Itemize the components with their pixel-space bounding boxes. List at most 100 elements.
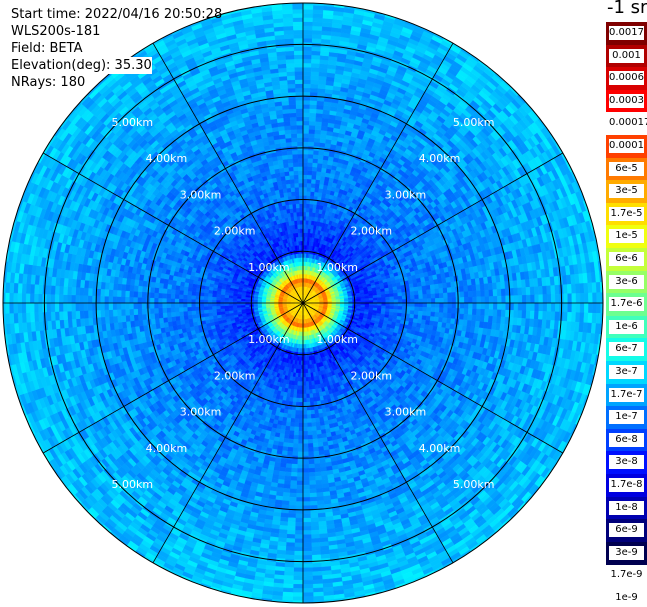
range-bin-cell	[312, 162, 318, 168]
range-bin-cell	[417, 314, 423, 320]
range-bin-cell	[517, 287, 523, 296]
range-bin-cell	[509, 302, 515, 311]
range-bin-cell	[446, 312, 452, 319]
range-bin-cell	[550, 302, 556, 313]
range-bin-cell	[513, 295, 519, 304]
range-bin-cell	[587, 282, 593, 294]
range-bin-cell	[393, 302, 399, 307]
range-bin-cell	[546, 311, 552, 321]
range-bin-cell	[484, 302, 490, 310]
range-bin-cell	[443, 297, 449, 304]
range-bin-cell	[302, 220, 307, 225]
range-bin-cell	[389, 305, 395, 310]
range-bin-cell	[434, 293, 440, 299]
range-bin-cell	[596, 302, 602, 314]
range-bin-cell	[438, 312, 444, 318]
range-bin-cell	[377, 302, 382, 306]
range-bin-cell	[308, 137, 315, 143]
range-bin-cell	[429, 316, 435, 322]
range-bin-cell	[310, 191, 315, 197]
range-bin-cell	[480, 302, 486, 310]
range-bin-cell	[422, 311, 428, 317]
range-bin-cell	[302, 91, 311, 97]
range-bin-cell	[480, 296, 486, 304]
range-bin-cell	[471, 284, 477, 292]
range-bin-cell	[311, 62, 320, 68]
range-bin-cell	[426, 311, 432, 317]
range-bin-cell	[575, 312, 581, 323]
range-bin-cell	[493, 302, 498, 310]
range-bin-cell	[302, 186, 308, 192]
range-bin-cell	[312, 158, 319, 164]
range-bin-cell	[302, 157, 309, 163]
range-bin-cell	[534, 294, 540, 304]
range-bin-cell	[434, 288, 440, 294]
range-bin-cell	[309, 100, 318, 106]
range-bin-cell	[309, 108, 317, 114]
range-bin-cell	[409, 310, 415, 315]
range-bin-cell	[381, 302, 386, 307]
range-bin-cell	[591, 282, 597, 294]
range-bin-cell	[459, 291, 465, 298]
range-bin-cell	[521, 310, 527, 319]
range-bin-cell	[492, 282, 498, 290]
range-bin-cell	[302, 124, 310, 130]
range-bin-cell	[562, 284, 568, 295]
range-bin-cell	[389, 302, 395, 307]
range-bin-cell	[314, 133, 321, 139]
range-bin-cell	[302, 191, 308, 196]
range-bin-cell	[315, 117, 323, 123]
range-bin-cell	[306, 203, 311, 209]
range-bin-cell	[450, 313, 456, 320]
range-bin-cell	[393, 299, 399, 304]
range-bin-cell	[501, 295, 506, 304]
range-bin-cell	[513, 302, 519, 311]
range-bin-cell	[584, 292, 589, 304]
range-bin-cell	[467, 290, 473, 298]
range-bin-cell	[302, 215, 307, 221]
range-bin-cell	[402, 302, 407, 307]
range-bin-cell	[525, 310, 531, 320]
range-bin-cell	[368, 297, 374, 301]
range-bin-cell	[450, 286, 456, 293]
range-bin-cell	[435, 298, 440, 304]
range-bin-cell	[302, 182, 308, 188]
range-bin-cell	[313, 141, 321, 147]
range-bin-cell	[418, 290, 423, 296]
range-bin-cell	[422, 294, 428, 300]
range-bin-cell	[451, 307, 457, 314]
range-bin-cell	[311, 50, 321, 56]
range-bin-cell	[309, 104, 318, 110]
range-bin-cell	[302, 178, 308, 184]
range-bin-cell	[521, 294, 527, 304]
range-bin-cell	[302, 46, 313, 51]
range-bin-cell	[463, 285, 469, 292]
range-bin-cell	[372, 297, 378, 301]
range-bin-cell	[314, 137, 321, 143]
range-bin-cell	[534, 302, 540, 312]
range-bin-cell	[311, 174, 317, 180]
range-bin-cell	[529, 286, 535, 296]
range-bin-cell	[530, 294, 535, 304]
range-bin-cell	[542, 285, 548, 295]
range-bin-cell	[409, 291, 415, 296]
range-bin-cell	[302, 79, 312, 85]
range-bin-cell	[488, 302, 494, 310]
range-bin-cell	[493, 296, 498, 304]
range-bin-cell	[302, 13, 314, 18]
range-bin-cell	[310, 79, 319, 85]
range-bin-cell	[302, 108, 310, 113]
range-bin-cell	[376, 294, 382, 299]
range-bin-cell	[451, 302, 457, 309]
range-bin-cell	[475, 284, 481, 292]
range-bin-cell	[517, 302, 523, 311]
range-bin-cell	[588, 292, 593, 304]
range-bin-cell	[311, 170, 318, 176]
range-bin-cell	[571, 293, 577, 304]
range-bin-cell	[307, 149, 314, 155]
range-bin-cell	[464, 302, 469, 309]
range-bin-cell	[479, 283, 485, 291]
range-bin-cell	[305, 220, 309, 225]
range-bin-cell	[312, 13, 324, 19]
range-bin-cell	[302, 37, 313, 43]
